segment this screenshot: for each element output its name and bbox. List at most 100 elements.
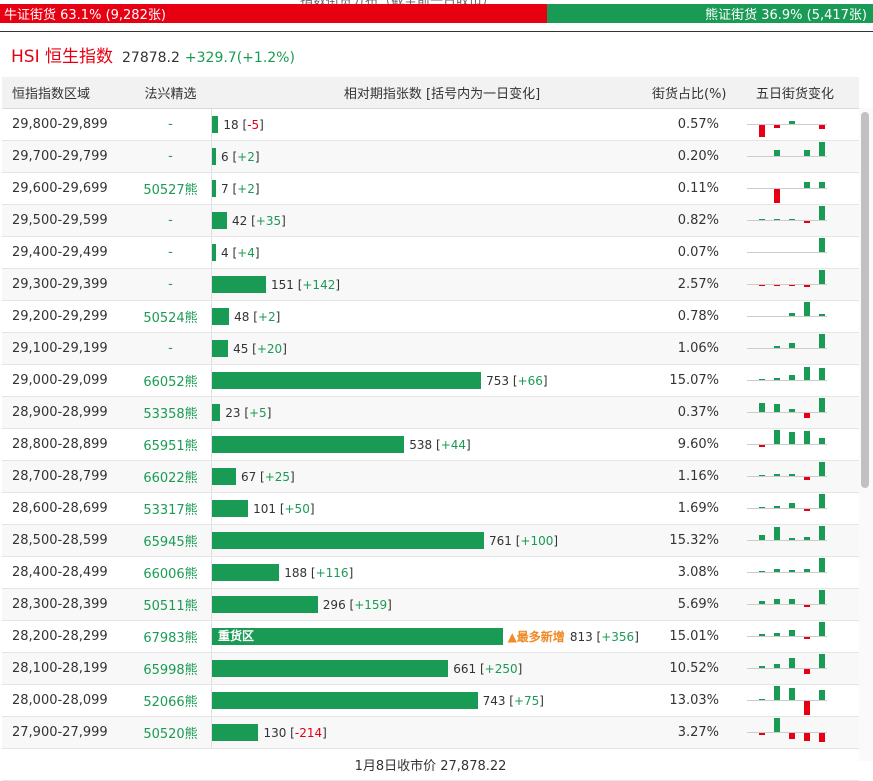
five-day-sparkline [747,461,827,492]
sparkline-bar [804,509,810,511]
row-pick-link[interactable]: 50524熊 [130,301,212,332]
sparkline-bar [804,701,810,715]
row-range: 28,100-28,199 [12,661,108,676]
count-value: 67 [240,469,257,484]
count-change: +66 [517,373,543,388]
row-relative: 48 [+2] [212,301,672,332]
count-value: 45 [233,341,249,356]
row-pct: 10.52% [669,661,719,676]
row-bar [212,500,249,517]
sparkline-bar [759,379,765,380]
row-relative: 188 [+116] [212,557,672,588]
row-five-day [747,685,859,716]
count-change: -5 [247,117,260,132]
sparkline-bar [759,666,765,668]
sparkline-bar [804,733,810,741]
row-pick-link[interactable]: 53317熊 [130,493,212,524]
sparkline-baseline [747,188,827,189]
count-change: +142 [302,277,336,292]
most-added-tag: ▲最多新增 [507,630,565,644]
count-change: +25 [264,469,291,484]
row-count: 42 [+35] [232,213,286,228]
sparkline-bar [819,654,825,668]
row-relative: 45 [+20] [212,333,672,364]
bull-share-label: 牛证街货 63.1% (9,282张) [4,8,166,23]
row-pct: 15.07% [669,373,719,388]
table-row: 29,100-29,199 - 45 [+20] 1.06% [2,333,859,365]
row-pick-link[interactable]: 67983熊 [130,621,212,652]
sparkline-bar [819,398,825,412]
sparkline-bar [789,688,795,700]
count-value: 101 [253,501,276,516]
heavy-zone-label: 重货区 [218,629,255,643]
row-pick-link[interactable]: 50511熊 [130,589,212,620]
row-pick-link[interactable]: 65951熊 [130,429,212,460]
row-count: 188 [+116] [284,565,354,580]
row-pct: 15.01% [669,629,719,644]
row-bar: 重货区 [212,628,503,645]
scrollbar[interactable] [859,108,873,761]
bull-share-segment: 牛证街货 63.1% (9,282张) [0,4,547,23]
row-five-day [747,429,859,460]
row-pct: 13.03% [669,693,719,708]
five-day-sparkline [747,685,827,716]
count-value: 761 [489,533,512,548]
row-range: 28,700-28,799 [12,469,108,484]
sparkline-bar [789,432,795,444]
count-value: 661 [453,661,477,676]
row-bar [212,724,259,741]
row-range: 29,600-29,699 [12,181,108,196]
sparkline-bar [789,375,795,380]
sparkline-bar [759,219,765,220]
table-header: 恒指指数区域 法兴精选 相对期指张数 [括号内为一日变化] 街货占比(%) 五日… [2,77,859,109]
sparkline-baseline [747,348,827,349]
row-pick-link[interactable]: 66052熊 [130,365,212,396]
row-count: 18 [-5] [223,117,264,132]
row-pick-link[interactable]: 50527熊 [130,173,212,204]
table-row: 28,600-28,699 53317熊 101 [+50] 1.69% [2,493,859,525]
sparkline-bar [804,285,810,287]
row-relative: 538 [+44] [212,429,672,460]
sparkline-bar [804,637,810,639]
row-pick-link[interactable]: 53358熊 [130,397,212,428]
count-value: 4 [221,245,229,260]
row-range: 29,700-29,799 [12,149,108,164]
sparkline-bar [819,558,825,572]
row-count: 101 [+50] [253,501,315,516]
sparkline-bar [804,182,810,188]
row-range: 29,200-29,299 [12,309,108,324]
five-day-sparkline [747,109,827,140]
row-five-day [747,493,859,524]
row-pick-link[interactable]: 50520熊 [130,717,212,748]
row-pick-link[interactable]: 52066熊 [130,685,212,716]
row-five-day [747,621,859,652]
row-pick-link[interactable]: 65945熊 [130,525,212,556]
sparkline-baseline [747,572,827,573]
row-five-day [747,365,859,396]
sparkline-bar [804,221,810,223]
sparkline-bar [819,182,825,188]
row-range: 28,200-28,299 [12,629,108,644]
count-value: 743 [482,693,506,708]
sparkline-bar [774,189,780,203]
scrollbar-thumb[interactable] [861,112,869,488]
row-pick-link[interactable]: 66022熊 [130,461,212,492]
sparkline-bar [759,535,765,540]
count-value: 6 [221,149,229,164]
sparkline-bar [774,150,780,156]
table-row: 28,400-28,499 66006熊 188 [+116] 3.08% [2,557,859,589]
sparkline-bar [819,526,825,540]
row-pick-link[interactable]: 66006熊 [130,557,212,588]
row-pct: 5.69% [677,597,719,612]
row-five-day [747,589,859,620]
row-pick-link[interactable]: 65998熊 [130,653,212,684]
sparkline-bar [804,431,810,444]
sparkline-bar [759,285,765,286]
bull-bear-ratio-bar: 牛证街货 63.1% (9,282张) 熊证街货 36.9% (5,417张) [0,4,873,23]
sparkline-bar [804,605,810,607]
row-count: 45 [+20] [233,341,287,356]
header-relative: 相对期指张数 [括号内为一日变化] [343,87,541,102]
five-day-sparkline [747,653,827,684]
row-pct: 1.69% [677,501,719,516]
sparkline-bar [774,599,780,604]
